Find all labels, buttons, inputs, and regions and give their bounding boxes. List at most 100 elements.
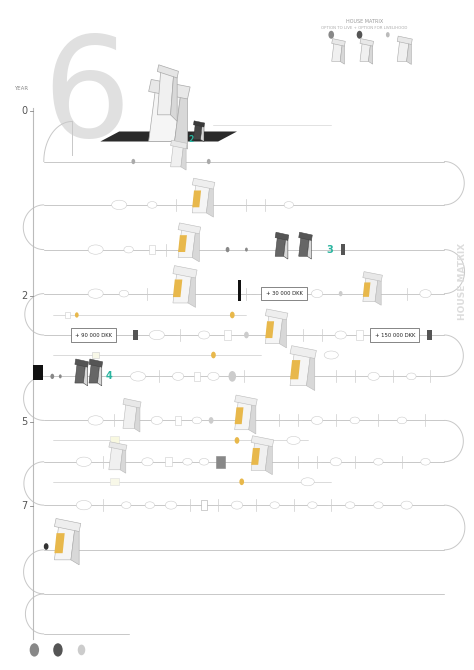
Circle shape bbox=[207, 159, 210, 164]
Ellipse shape bbox=[76, 457, 91, 466]
Ellipse shape bbox=[142, 458, 153, 466]
Polygon shape bbox=[307, 354, 315, 391]
Ellipse shape bbox=[199, 458, 209, 465]
Ellipse shape bbox=[119, 290, 128, 297]
Circle shape bbox=[239, 478, 244, 485]
Polygon shape bbox=[251, 448, 260, 465]
Polygon shape bbox=[307, 238, 311, 259]
Circle shape bbox=[59, 375, 62, 379]
Polygon shape bbox=[235, 395, 257, 406]
Text: HOUSE MATRIX: HOUSE MATRIX bbox=[458, 243, 467, 320]
Ellipse shape bbox=[288, 289, 299, 297]
Ellipse shape bbox=[76, 500, 91, 510]
Polygon shape bbox=[397, 36, 412, 44]
Polygon shape bbox=[55, 533, 65, 553]
Polygon shape bbox=[157, 72, 174, 115]
Polygon shape bbox=[75, 359, 89, 367]
Polygon shape bbox=[275, 238, 286, 256]
Polygon shape bbox=[89, 359, 102, 367]
Circle shape bbox=[44, 543, 48, 550]
Ellipse shape bbox=[121, 502, 131, 509]
Ellipse shape bbox=[173, 373, 184, 381]
Polygon shape bbox=[157, 65, 179, 78]
Polygon shape bbox=[178, 235, 187, 252]
Ellipse shape bbox=[165, 501, 177, 509]
Ellipse shape bbox=[145, 502, 155, 509]
Polygon shape bbox=[109, 447, 123, 470]
Polygon shape bbox=[89, 364, 100, 383]
Polygon shape bbox=[149, 92, 181, 141]
Bar bbox=[341, 245, 346, 255]
Text: 6: 6 bbox=[42, 31, 130, 165]
Circle shape bbox=[131, 159, 135, 164]
Ellipse shape bbox=[350, 417, 359, 423]
Polygon shape bbox=[75, 364, 85, 383]
Polygon shape bbox=[265, 442, 273, 474]
Polygon shape bbox=[100, 131, 237, 141]
Text: + 150 000 DKK: + 150 000 DKK bbox=[374, 332, 415, 338]
Ellipse shape bbox=[311, 289, 323, 297]
Polygon shape bbox=[120, 447, 126, 473]
Circle shape bbox=[328, 31, 334, 39]
Polygon shape bbox=[83, 364, 88, 386]
Ellipse shape bbox=[407, 373, 416, 380]
Ellipse shape bbox=[311, 416, 323, 424]
Bar bbox=[64, 312, 70, 318]
Polygon shape bbox=[340, 44, 345, 64]
Text: 5: 5 bbox=[21, 417, 28, 427]
Circle shape bbox=[339, 291, 343, 296]
Ellipse shape bbox=[231, 501, 243, 509]
Polygon shape bbox=[171, 145, 183, 167]
Polygon shape bbox=[368, 44, 373, 64]
Circle shape bbox=[235, 437, 239, 444]
Polygon shape bbox=[249, 402, 256, 434]
Text: + 90 000 DKK: + 90 000 DKK bbox=[75, 332, 112, 338]
Text: 7: 7 bbox=[21, 501, 28, 511]
Ellipse shape bbox=[124, 247, 133, 253]
Polygon shape bbox=[375, 277, 381, 306]
Circle shape bbox=[211, 352, 216, 358]
Polygon shape bbox=[123, 405, 137, 428]
Text: 4: 4 bbox=[105, 371, 112, 381]
Polygon shape bbox=[251, 442, 269, 470]
Ellipse shape bbox=[420, 289, 431, 297]
Polygon shape bbox=[193, 121, 205, 127]
Polygon shape bbox=[235, 407, 244, 424]
Ellipse shape bbox=[368, 373, 379, 381]
Bar bbox=[427, 330, 432, 340]
Ellipse shape bbox=[401, 501, 412, 509]
Polygon shape bbox=[71, 527, 79, 565]
Polygon shape bbox=[193, 125, 202, 139]
Polygon shape bbox=[178, 230, 196, 257]
Bar bbox=[33, 365, 43, 380]
Polygon shape bbox=[407, 42, 411, 64]
Polygon shape bbox=[192, 190, 201, 207]
Ellipse shape bbox=[308, 502, 317, 509]
Polygon shape bbox=[171, 140, 187, 149]
Polygon shape bbox=[181, 145, 186, 170]
Text: + 30 000 DKK: + 30 000 DKK bbox=[266, 291, 302, 296]
Ellipse shape bbox=[130, 372, 146, 381]
Polygon shape bbox=[251, 436, 274, 447]
Polygon shape bbox=[363, 271, 383, 281]
Ellipse shape bbox=[198, 331, 210, 339]
Ellipse shape bbox=[397, 417, 407, 423]
Bar bbox=[224, 330, 231, 340]
Polygon shape bbox=[55, 519, 81, 531]
Ellipse shape bbox=[265, 290, 275, 297]
Text: 3: 3 bbox=[327, 245, 333, 255]
Ellipse shape bbox=[335, 331, 346, 339]
Ellipse shape bbox=[112, 200, 127, 210]
Circle shape bbox=[230, 312, 235, 318]
Polygon shape bbox=[332, 39, 345, 46]
Circle shape bbox=[191, 132, 195, 137]
Circle shape bbox=[228, 371, 236, 382]
Text: HOUSE MATRIX: HOUSE MATRIX bbox=[346, 19, 383, 24]
Bar bbox=[92, 352, 99, 358]
Polygon shape bbox=[149, 80, 190, 99]
Text: OPTION TO LIVE + OPTION FOR LIVELIHOOD: OPTION TO LIVE + OPTION FOR LIVELIHOOD bbox=[321, 26, 408, 30]
Polygon shape bbox=[123, 399, 141, 408]
Bar bbox=[165, 457, 172, 466]
Ellipse shape bbox=[88, 245, 103, 255]
Polygon shape bbox=[173, 279, 182, 297]
